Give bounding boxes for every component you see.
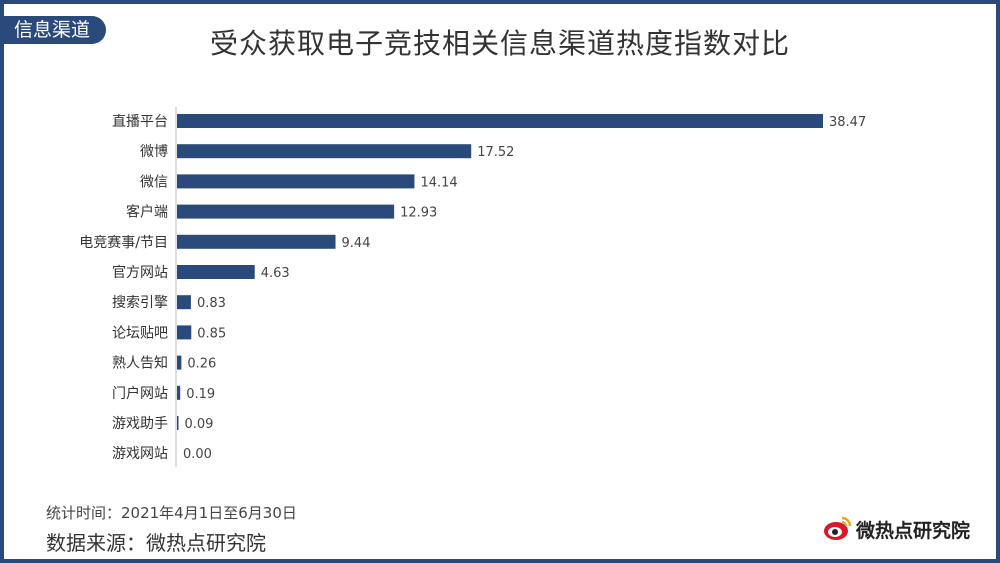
weibo-eye-icon [824, 516, 852, 540]
bar [177, 174, 415, 189]
category-label: 官方网站 [112, 265, 168, 281]
brand-logo: 微热点研究院 [822, 514, 970, 544]
value-label: 0.26 [187, 357, 216, 372]
bar [177, 295, 191, 310]
value-label: 0.19 [186, 387, 215, 402]
bar [177, 114, 823, 128]
category-label: 微信 [140, 174, 168, 190]
logo-text: 微热点研究院 [856, 519, 971, 542]
section-tag: 信息渠道 [4, 16, 107, 44]
bar [177, 416, 179, 430]
bar [177, 265, 255, 279]
statistics-period: 统计时间：2021年4月1日至6月30日 [46, 504, 297, 522]
value-label: 9.44 [342, 236, 371, 251]
bar [177, 325, 192, 340]
value-label: 17.52 [477, 145, 514, 160]
value-label: 0.09 [185, 417, 214, 432]
value-label: 4.63 [261, 266, 290, 281]
category-label: 游戏网站 [112, 446, 168, 462]
value-label: 14.14 [420, 175, 457, 190]
category-label: 门户网站 [112, 385, 168, 402]
value-label: 0.00 [183, 447, 212, 462]
category-label: 微博 [140, 143, 168, 160]
category-label: 游戏助手 [112, 416, 168, 432]
bar [177, 355, 182, 370]
bar [177, 234, 336, 249]
bar [177, 385, 181, 400]
value-label: 38.47 [829, 115, 866, 130]
category-label: 熟人告知 [112, 355, 168, 372]
bar [177, 144, 472, 159]
data-source: 数据来源：微热点研究院 [46, 531, 266, 555]
category-label: 客户端 [126, 204, 168, 221]
value-label: 12.93 [400, 206, 437, 221]
category-label: 论坛贴吧 [112, 325, 168, 341]
bar [177, 204, 395, 219]
value-label: 0.83 [197, 296, 226, 311]
chart-title: 受众获取电子竞技相关信息渠道热度指数对比 [209, 27, 790, 60]
category-label: 电竞赛事/节目 [79, 234, 168, 251]
category-label: 搜索引擎 [112, 294, 168, 311]
category-label: 直播平台 [112, 113, 168, 130]
value-label: 0.85 [197, 326, 226, 341]
